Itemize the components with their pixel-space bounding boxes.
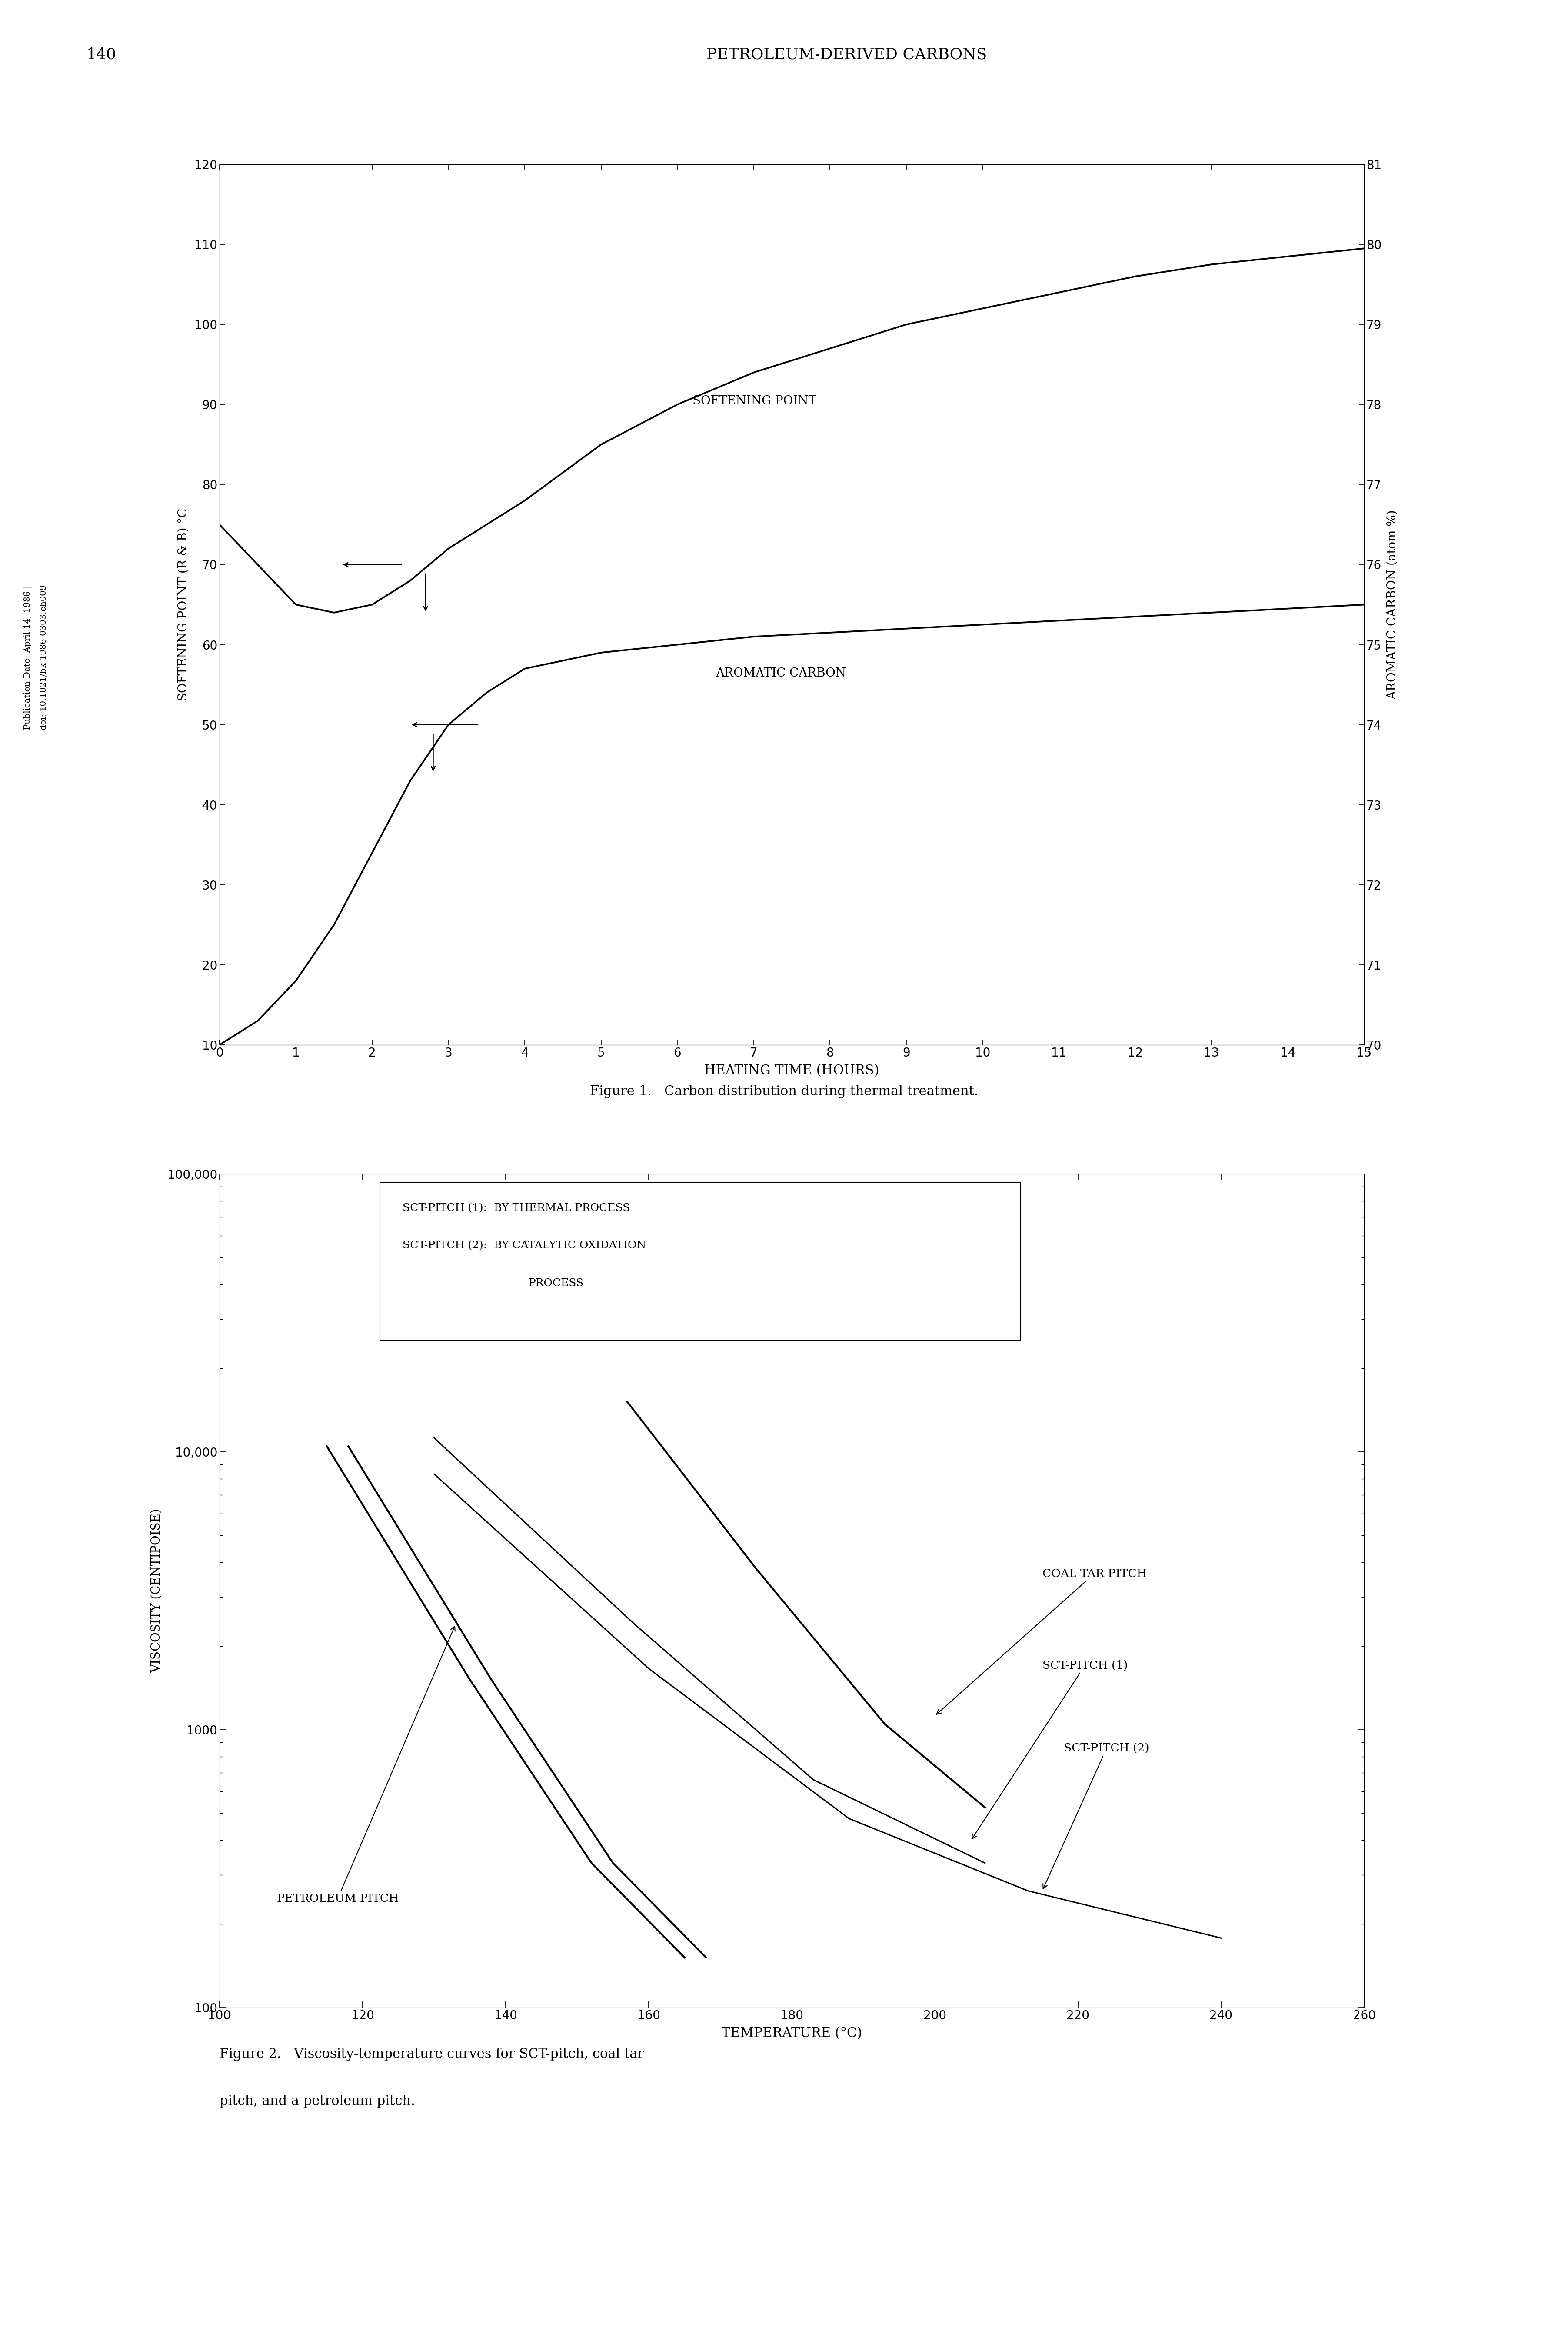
Text: SOFTENING POINT: SOFTENING POINT [693,394,817,406]
Y-axis label: SOFTENING POINT (R & B) °C: SOFTENING POINT (R & B) °C [177,507,190,702]
Text: Publication Date: April 14, 1986 |: Publication Date: April 14, 1986 | [24,585,33,730]
Text: COAL TAR PITCH: COAL TAR PITCH [936,1568,1146,1714]
X-axis label: HEATING TIME (HOURS): HEATING TIME (HOURS) [704,1064,880,1078]
Text: AROMATIC CARBON: AROMATIC CARBON [715,667,847,679]
Text: SCT-PITCH (2): SCT-PITCH (2) [1043,1742,1149,1888]
Text: SCT-PITCH (1): SCT-PITCH (1) [972,1660,1127,1838]
Text: PETROLEUM-DERIVED CARBONS: PETROLEUM-DERIVED CARBONS [707,47,986,61]
Text: PROCESS: PROCESS [528,1277,583,1289]
Bar [379,1183,1021,1341]
Text: SCT-PITCH (1):  BY THERMAL PROCESS: SCT-PITCH (1): BY THERMAL PROCESS [403,1202,630,1214]
Text: 140: 140 [86,47,116,61]
Text: pitch, and a petroleum pitch.: pitch, and a petroleum pitch. [220,2094,416,2109]
Text: PETROLEUM PITCH: PETROLEUM PITCH [278,1627,455,1904]
Text: SCT-PITCH (2):  BY CATALYTIC OXIDATION: SCT-PITCH (2): BY CATALYTIC OXIDATION [403,1240,646,1251]
X-axis label: TEMPERATURE (°C): TEMPERATURE (°C) [721,2026,862,2040]
Y-axis label: AROMATIC CARBON (atom %): AROMATIC CARBON (atom %) [1386,510,1399,700]
Text: Figure 1.   Carbon distribution during thermal treatment.: Figure 1. Carbon distribution during the… [590,1085,978,1099]
Text: Figure 2.   Viscosity-temperature curves for SCT-pitch, coal tar: Figure 2. Viscosity-temperature curves f… [220,2047,644,2062]
Text: doi: 10.1021/bk-1986-0303.ch009: doi: 10.1021/bk-1986-0303.ch009 [41,585,47,730]
Y-axis label: VISCOSITY (CENTIPOISE): VISCOSITY (CENTIPOISE) [151,1510,163,1672]
